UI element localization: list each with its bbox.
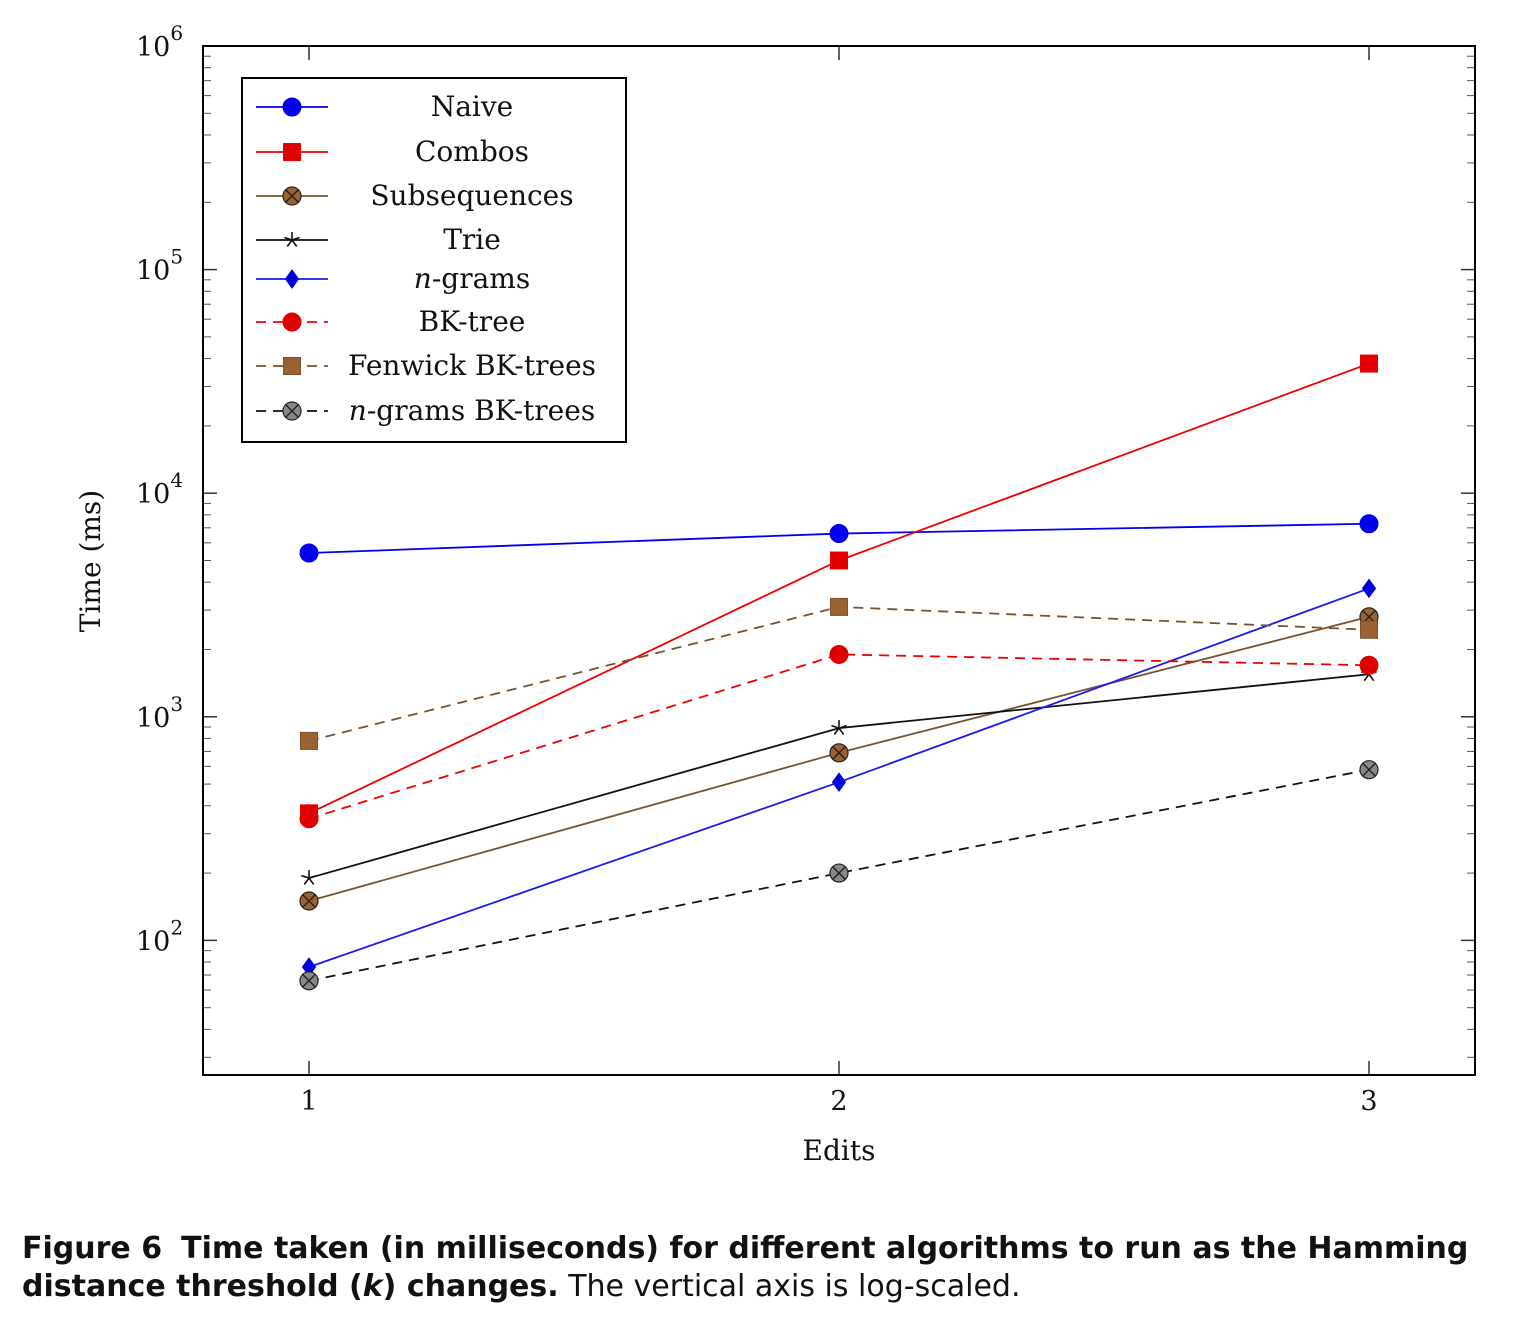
legend-entry: n-grams BK-trees: [256, 394, 595, 427]
legend: Naive Combos Subsequences Trie n-grams BK-tre…: [241, 77, 627, 443]
x-tick-label: 2: [830, 1086, 847, 1117]
x-tick-label: 1: [300, 1086, 317, 1117]
data-point-marker: [831, 772, 847, 793]
y-tick-label: 104: [136, 468, 183, 510]
data-point-marker: [829, 644, 849, 664]
data-point-marker: [829, 524, 849, 544]
chart-svg: 102 103 104 105 106 1 2 3 Naive Combos Subsequen…: [74, 21, 1476, 1167]
data-point-marker: [1360, 354, 1378, 373]
data-point-marker: [1359, 514, 1379, 534]
data-point-marker: [283, 357, 301, 375]
data-point-marker: [282, 401, 302, 421]
legend-label: BK-tree: [419, 305, 526, 338]
series-line: [308, 653, 1370, 820]
data-point-marker: [300, 731, 318, 750]
caption-normal-text: The vertical axis is log-scaled.: [558, 1269, 1021, 1304]
caption-variable: k: [362, 1269, 383, 1304]
plot-frame: [202, 45, 1476, 1076]
series-naive: [299, 514, 1379, 563]
data-point-marker: [283, 143, 301, 161]
series-n-grams-bk-trees: [299, 760, 1379, 991]
data-point-marker: [831, 720, 847, 736]
x-tick-labels: 1 2 3: [300, 1086, 1377, 1117]
y-axis-label: Time (ms): [74, 490, 107, 632]
y-tick-labels: 102 103 104 105 106: [136, 21, 183, 957]
data-point-marker: [282, 97, 302, 117]
series-fenwick-bk-trees: [300, 597, 1378, 750]
data-point-marker: [830, 551, 848, 570]
figure-caption: Figure 6 Time taken (in milliseconds) fo…: [22, 1230, 1522, 1306]
data-point-marker: [1361, 578, 1377, 599]
legend-label: Combos: [415, 135, 529, 168]
legend-label: n-grams: [414, 262, 530, 295]
legend-entry: Fenwick BK-trees: [256, 349, 596, 382]
series-layer: [299, 354, 1379, 991]
series-n-grams: [301, 578, 1377, 977]
legend-entry: BK-tree: [256, 305, 525, 338]
data-point-marker: [830, 597, 848, 616]
data-point-marker: [829, 863, 849, 883]
data-point-marker: [299, 543, 319, 563]
legend-label: Trie: [443, 223, 501, 256]
legend-entry: n-grams: [256, 262, 530, 295]
data-point-marker: [284, 232, 300, 247]
minor-ticks: [203, 55, 1475, 1058]
y-tick-label: 106: [136, 21, 183, 63]
data-point-marker: [301, 870, 317, 885]
y-tick-label: 105: [136, 245, 183, 287]
series-bk-tree: [299, 644, 1379, 829]
y-tick-label: 103: [136, 692, 183, 734]
legend-entry: Trie: [256, 223, 501, 256]
x-tick-label: 3: [1360, 1086, 1377, 1117]
legend-label: Subsequences: [370, 179, 573, 212]
y-tick-label: 102: [136, 915, 183, 957]
caption-bold-text: Time taken (in milliseconds) for differe…: [22, 1231, 1469, 1304]
data-point-marker: [299, 809, 319, 829]
data-point-marker: [282, 186, 302, 206]
caption-prefix: Figure 6: [22, 1231, 163, 1266]
data-point-marker: [284, 269, 300, 289]
x-axis-label: Edits: [803, 1134, 876, 1167]
caption-bold-end: ) changes.: [382, 1269, 559, 1304]
legend-box: [241, 77, 627, 443]
legend-label: Fenwick BK-trees: [348, 349, 596, 382]
data-point-marker: [1359, 655, 1379, 675]
legend-label: n-grams BK-trees: [349, 394, 595, 427]
data-point-marker: [829, 743, 849, 763]
legend-entry: Combos: [256, 135, 529, 168]
legend-entry: Subsequences: [256, 179, 574, 212]
data-point-marker: [1360, 620, 1378, 639]
data-point-marker: [282, 312, 302, 332]
data-point-marker: [1359, 760, 1379, 780]
legend-entry: Naive: [256, 90, 513, 123]
chart: 102 103 104 105 106 1 2 3 Naive Combos Subsequen…: [74, 21, 1476, 1167]
data-point-marker: [299, 971, 319, 991]
data-point-marker: [299, 891, 319, 911]
legend-label: Naive: [431, 90, 514, 123]
